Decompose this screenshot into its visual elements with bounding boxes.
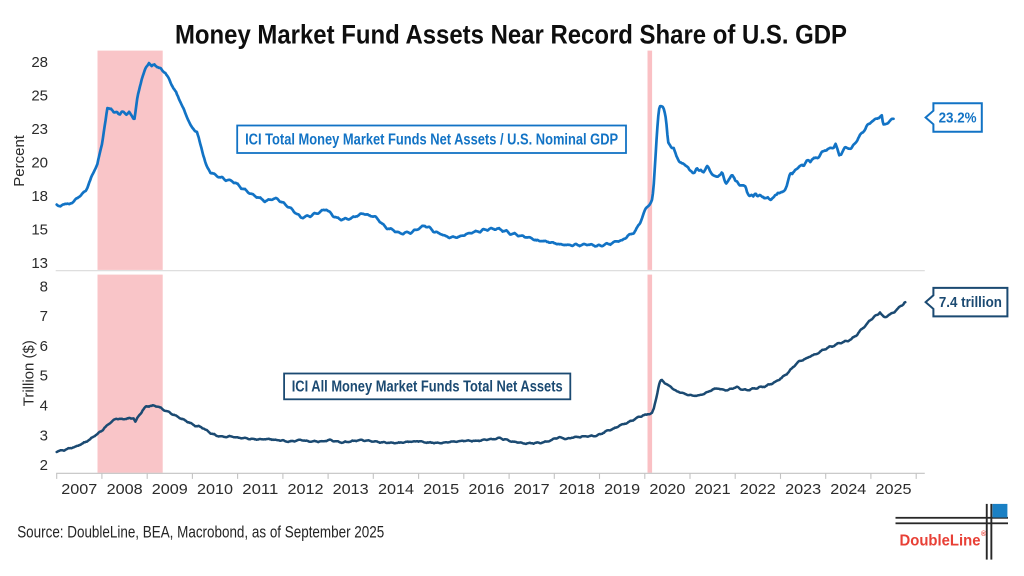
svg-text:2023: 2023 <box>785 481 821 498</box>
svg-text:8: 8 <box>40 278 48 295</box>
svg-text:3: 3 <box>40 427 48 444</box>
svg-text:2010: 2010 <box>197 481 233 498</box>
svg-text:2012: 2012 <box>288 481 324 498</box>
svg-text:2007: 2007 <box>61 481 97 498</box>
svg-text:25: 25 <box>31 88 48 105</box>
svg-text:13: 13 <box>31 255 48 272</box>
svg-text:2025: 2025 <box>876 481 912 498</box>
svg-text:5: 5 <box>40 368 48 385</box>
svg-text:2011: 2011 <box>242 481 278 498</box>
svg-text:2016: 2016 <box>468 481 504 498</box>
svg-text:2021: 2021 <box>695 481 731 498</box>
svg-text:Percent: Percent <box>11 134 28 187</box>
svg-text:ICI Total Money Market Funds N: ICI Total Money Market Funds Net Assets … <box>245 131 618 148</box>
svg-text:2017: 2017 <box>514 481 550 498</box>
svg-text:23: 23 <box>31 121 48 138</box>
svg-text:2022: 2022 <box>740 481 776 498</box>
svg-text:2013: 2013 <box>333 481 369 498</box>
svg-text:7: 7 <box>40 308 48 325</box>
svg-text:18: 18 <box>31 188 48 205</box>
svg-text:2015: 2015 <box>423 481 459 498</box>
svg-text:2: 2 <box>40 457 48 474</box>
svg-text:23.2%: 23.2% <box>939 111 977 127</box>
svg-text:15: 15 <box>31 221 48 238</box>
svg-text:DoubleLine: DoubleLine <box>900 533 981 550</box>
svg-text:20: 20 <box>31 154 48 171</box>
svg-text:®: ® <box>981 530 987 538</box>
svg-text:2018: 2018 <box>559 481 595 498</box>
svg-text:6: 6 <box>40 338 48 355</box>
svg-text:7.4 trillion: 7.4 trillion <box>939 295 1002 311</box>
svg-text:28: 28 <box>31 54 48 71</box>
svg-text:2014: 2014 <box>378 481 414 498</box>
svg-text:Money Market Fund Assets Near: Money Market Fund Assets Near Record Sha… <box>175 20 847 50</box>
svg-text:4: 4 <box>40 398 48 415</box>
svg-text:2020: 2020 <box>649 481 685 498</box>
svg-text:Trillion ($): Trillion ($) <box>20 340 37 406</box>
svg-text:2024: 2024 <box>830 481 866 498</box>
svg-text:Source: DoubleLine, BEA, Macro: Source: DoubleLine, BEA, Macrobond, as o… <box>17 524 384 542</box>
svg-text:2019: 2019 <box>604 481 640 498</box>
svg-text:ICI All Money Market Funds Tot: ICI All Money Market Funds Total Net Ass… <box>292 379 563 396</box>
svg-text:2009: 2009 <box>152 481 188 498</box>
svg-text:2008: 2008 <box>107 481 143 498</box>
